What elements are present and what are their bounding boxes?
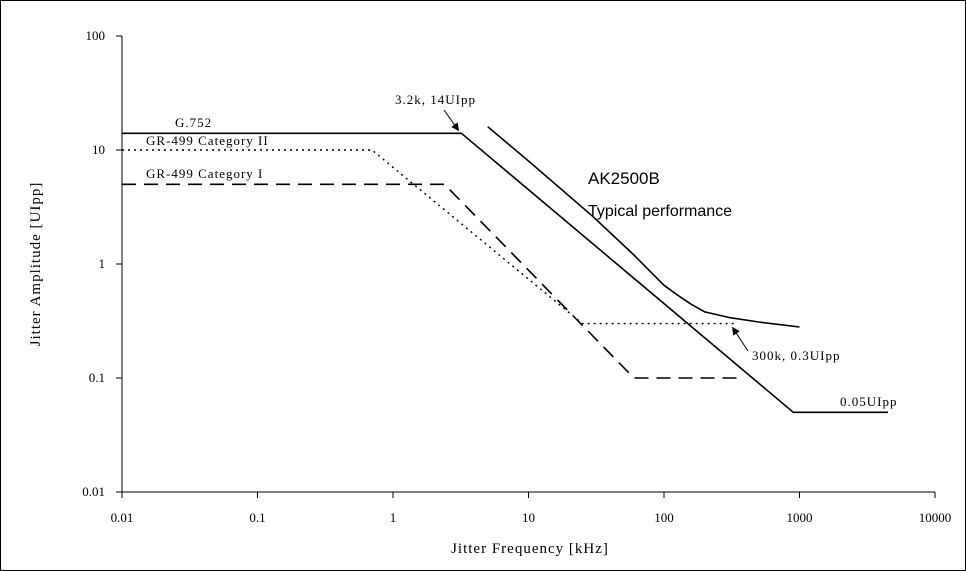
label-gr499-cat2: GR-499 Category II [146, 133, 269, 148]
y-tick-label: 1 [99, 256, 106, 271]
label-g752: G.752 [175, 115, 212, 130]
x-tick-label: 0.1 [249, 510, 265, 525]
corner-point-arrow [443, 109, 460, 132]
label-mid-point: 300k, 0.3UIpp [752, 348, 840, 363]
label-gr499-cat1: GR-499 Category I [146, 166, 263, 181]
series-line-ak2500b [487, 126, 800, 328]
series-line-g-752 [122, 132, 888, 414]
label-corner-point: 3.2k, 14UIpp [395, 92, 476, 107]
x-tick-label: 100 [654, 510, 674, 525]
ticks: 0.01 0.1 1 10 100 1000 10000 0.01 0.1 1 10 100 [82, 28, 951, 525]
label-ak2500b-title: AK2500B [588, 169, 660, 188]
label-floor: 0.05UIpp [840, 394, 897, 409]
mid-point-arrow [732, 326, 749, 352]
x-axis-title: Jitter Frequency [kHz] [451, 541, 609, 557]
x-tick-label: 0.01 [111, 510, 134, 525]
x-tick-label: 1000 [787, 510, 813, 525]
x-tick-label: 10 [522, 510, 535, 525]
y-tick-label: 0.1 [89, 370, 105, 385]
y-tick-label: 0.01 [82, 484, 105, 499]
y-axis-title: Jitter Amplitude [UIpp] [28, 182, 44, 347]
series-line-gr-499-category-i [122, 183, 738, 379]
label-ak2500b-subtitle: Typical performance [588, 203, 732, 220]
y-tick-label: 10 [92, 142, 105, 157]
series-layer [122, 126, 888, 414]
x-tick-label: 1 [390, 510, 397, 525]
y-tick-label: 100 [86, 28, 106, 43]
x-tick-label: 10000 [919, 510, 952, 525]
